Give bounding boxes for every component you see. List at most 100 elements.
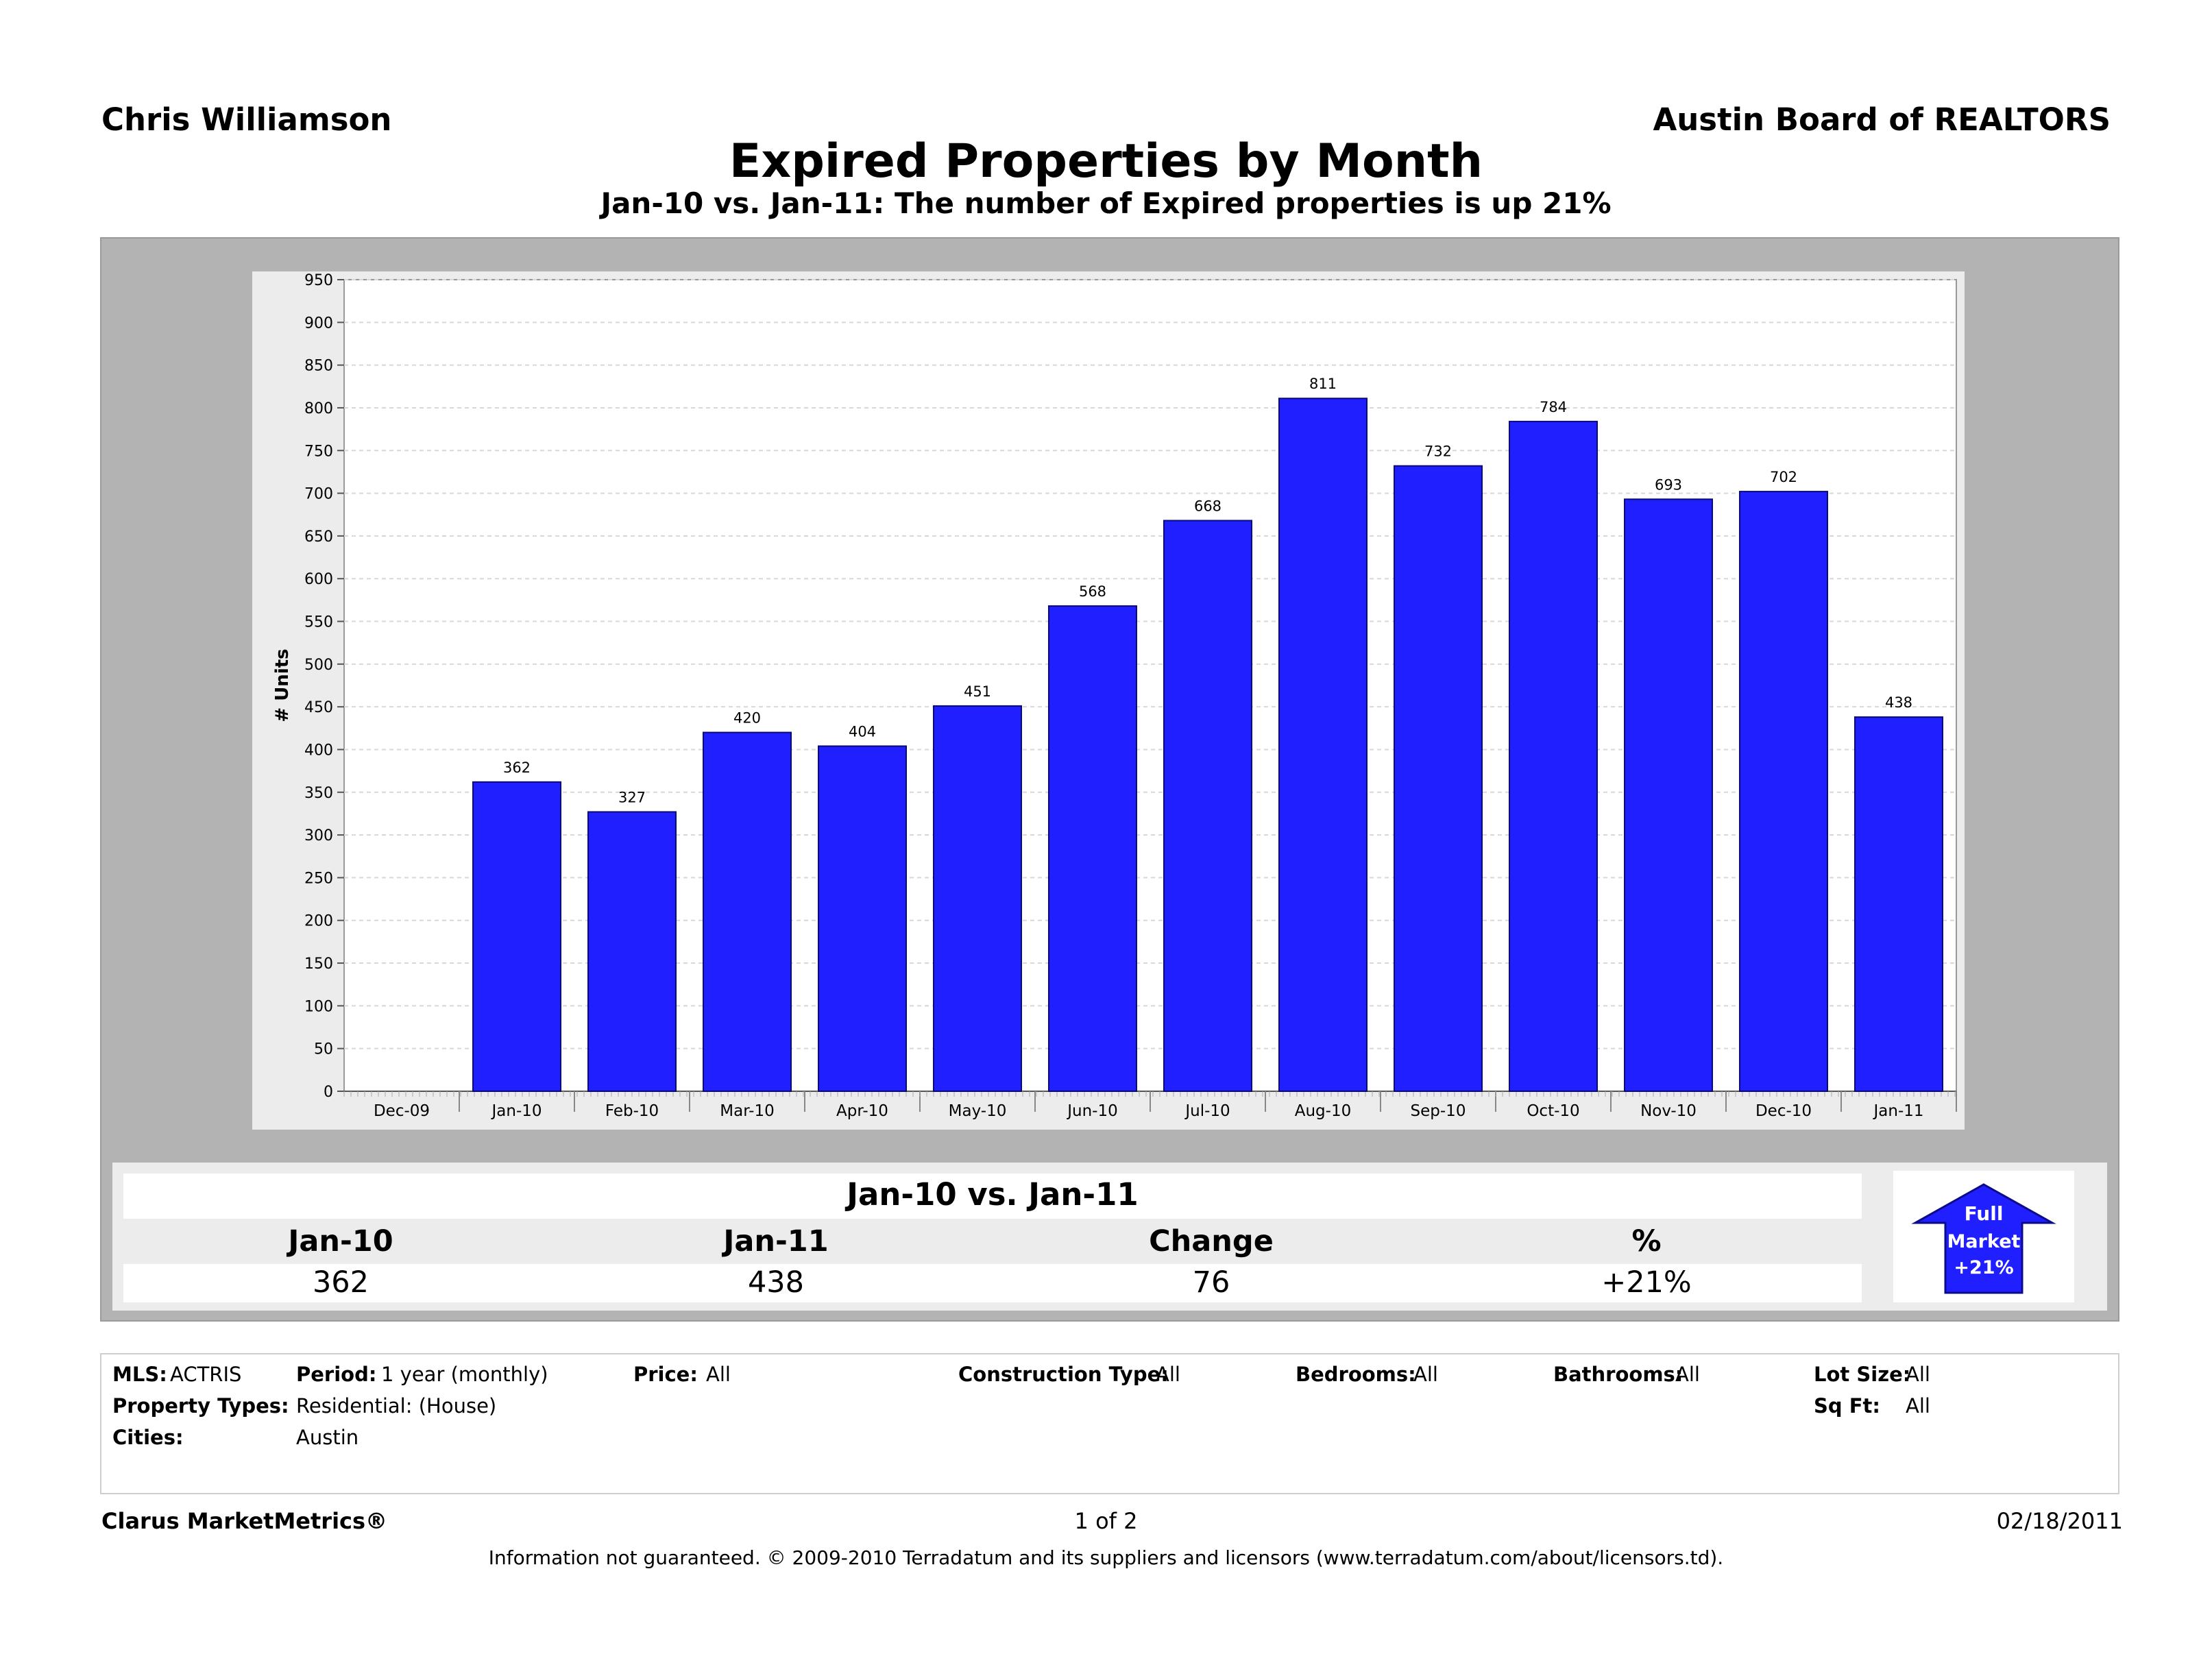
sqft-label: Sq Ft: xyxy=(1814,1394,1881,1418)
y-tick-label: 0 xyxy=(324,1084,333,1101)
summary-value-change: 76 xyxy=(1192,1265,1230,1300)
chart-title: Expired Properties by Month xyxy=(729,134,1483,189)
plot-area xyxy=(343,279,1957,1092)
y-tick-label: 950 xyxy=(304,272,333,289)
y-tick-label: 850 xyxy=(304,358,333,375)
summary-header-change: Change xyxy=(1149,1224,1274,1258)
bar-value-label: 362 xyxy=(503,759,531,776)
x-tick-label: Jul-10 xyxy=(1184,1102,1230,1120)
badge-line3: +21% xyxy=(1954,1257,2013,1278)
y-tick-label: 150 xyxy=(304,956,333,973)
y-tick-label: 800 xyxy=(304,400,333,417)
y-tick-label: 200 xyxy=(304,913,333,930)
y-tick-label: 300 xyxy=(304,827,333,844)
mls-label: MLS: xyxy=(112,1363,167,1386)
y-tick-label: 700 xyxy=(304,486,333,503)
agent-name: Chris Williamson xyxy=(101,101,392,138)
badge-line2: Market xyxy=(1947,1231,2021,1252)
bar-value-label: 811 xyxy=(1309,376,1337,392)
period-label: Period: xyxy=(296,1363,377,1386)
sqft-value: All xyxy=(1906,1394,1930,1418)
property-types-value: Residential: (House) xyxy=(296,1394,497,1418)
y-tick-label: 400 xyxy=(304,742,333,759)
summary-header-jan11: Jan-11 xyxy=(723,1224,829,1258)
summary-header-jan10: Jan-10 xyxy=(288,1224,393,1258)
bedrooms-label: Bedrooms: xyxy=(1296,1363,1416,1386)
x-tick-label: Sep-10 xyxy=(1411,1102,1466,1120)
badge-line1: Full xyxy=(1965,1202,2004,1225)
x-tick-label: Oct-10 xyxy=(1527,1102,1579,1120)
y-tick-label: 550 xyxy=(304,614,333,631)
bar xyxy=(933,705,1022,1092)
full-market-badge: Full Market +21% xyxy=(1911,1183,2056,1294)
cities-value: Austin xyxy=(296,1426,359,1449)
y-tick-label: 100 xyxy=(304,998,333,1015)
x-tick-label: Mar-10 xyxy=(720,1102,775,1120)
summary-title: Jan-10 vs. Jan-11 xyxy=(847,1176,1139,1213)
summary-header-percent: % xyxy=(1631,1224,1662,1258)
bar xyxy=(472,781,561,1092)
x-tick-label: Jan-11 xyxy=(1872,1102,1923,1120)
bar-value-label: 404 xyxy=(849,723,876,740)
x-tick-label: Nov-10 xyxy=(1640,1102,1697,1120)
bar-value-label: 420 xyxy=(733,710,761,727)
bar-value-label: 668 xyxy=(1194,498,1222,514)
bar xyxy=(1278,398,1368,1092)
x-tick-label: Apr-10 xyxy=(836,1102,888,1120)
y-axis-label: # Units xyxy=(272,648,293,722)
bar-value-label: 327 xyxy=(618,789,646,805)
x-tick-label: Dec-10 xyxy=(1755,1102,1812,1120)
y-tick-label: 900 xyxy=(304,315,333,332)
bar-value-label: 732 xyxy=(1424,443,1452,460)
x-tick-label: Dec-09 xyxy=(374,1102,430,1120)
summary-value-percent: +21% xyxy=(1601,1265,1692,1300)
y-tick-label: 250 xyxy=(304,870,333,887)
footer-date: 02/18/2011 xyxy=(1996,1508,2123,1534)
period-value: 1 year (monthly) xyxy=(381,1363,548,1386)
lot-size-value: All xyxy=(1906,1363,1930,1386)
footer-disclaimer: Information not guaranteed. © 2009-2010 … xyxy=(488,1546,1724,1569)
y-tick-label: 600 xyxy=(304,571,333,588)
x-tick-label: Feb-10 xyxy=(605,1102,659,1120)
bar xyxy=(1854,716,1943,1092)
lot-size-label: Lot Size: xyxy=(1814,1363,1911,1386)
bar xyxy=(818,745,907,1092)
bar xyxy=(1394,465,1483,1092)
construction-value: All xyxy=(1156,1363,1180,1386)
x-tick-label: May-10 xyxy=(949,1102,1007,1120)
cities-label: Cities: xyxy=(112,1426,184,1449)
bar-value-label: 784 xyxy=(1540,399,1567,415)
y-tick-label: 650 xyxy=(304,528,333,546)
bar xyxy=(1509,420,1598,1092)
price-label: Price: xyxy=(633,1363,698,1386)
bar xyxy=(587,811,677,1092)
bar-value-label: 438 xyxy=(1885,694,1912,711)
x-tick-label: Aug-10 xyxy=(1295,1102,1351,1120)
board-name: Austin Board of REALTORS xyxy=(1653,101,2111,138)
y-tick-label: 750 xyxy=(304,443,333,460)
bar-value-label: 568 xyxy=(1079,583,1106,600)
footer-page-number: 1 of 2 xyxy=(1074,1508,1138,1534)
y-tick-label: 500 xyxy=(304,657,333,674)
y-tick-label: 450 xyxy=(304,699,333,716)
bar xyxy=(1048,605,1137,1092)
summary-title-row xyxy=(123,1174,1862,1219)
bar-value-label: 702 xyxy=(1770,469,1797,485)
property-types-label: Property Types: xyxy=(112,1394,289,1418)
up-arrow-icon xyxy=(1911,1183,2056,1294)
y-tick-label: 350 xyxy=(304,785,333,802)
bar xyxy=(703,731,792,1092)
mls-value: ACTRIS xyxy=(170,1363,242,1386)
bar xyxy=(1624,498,1713,1092)
bar-value-label: 451 xyxy=(964,683,991,700)
filter-info-box xyxy=(100,1353,2119,1494)
chart-subtitle: Jan-10 vs. Jan-11: The number of Expired… xyxy=(600,186,1612,220)
summary-value-jan10: 362 xyxy=(312,1265,369,1300)
x-tick-label: Jan-10 xyxy=(490,1102,542,1120)
y-tick-label: 50 xyxy=(314,1041,333,1058)
bar xyxy=(1163,520,1252,1092)
price-value: All xyxy=(706,1363,731,1386)
construction-label: Construction Type: xyxy=(958,1363,1169,1386)
bedrooms-value: All xyxy=(1413,1363,1438,1386)
footer-brand: Clarus MarketMetrics® xyxy=(101,1508,388,1534)
